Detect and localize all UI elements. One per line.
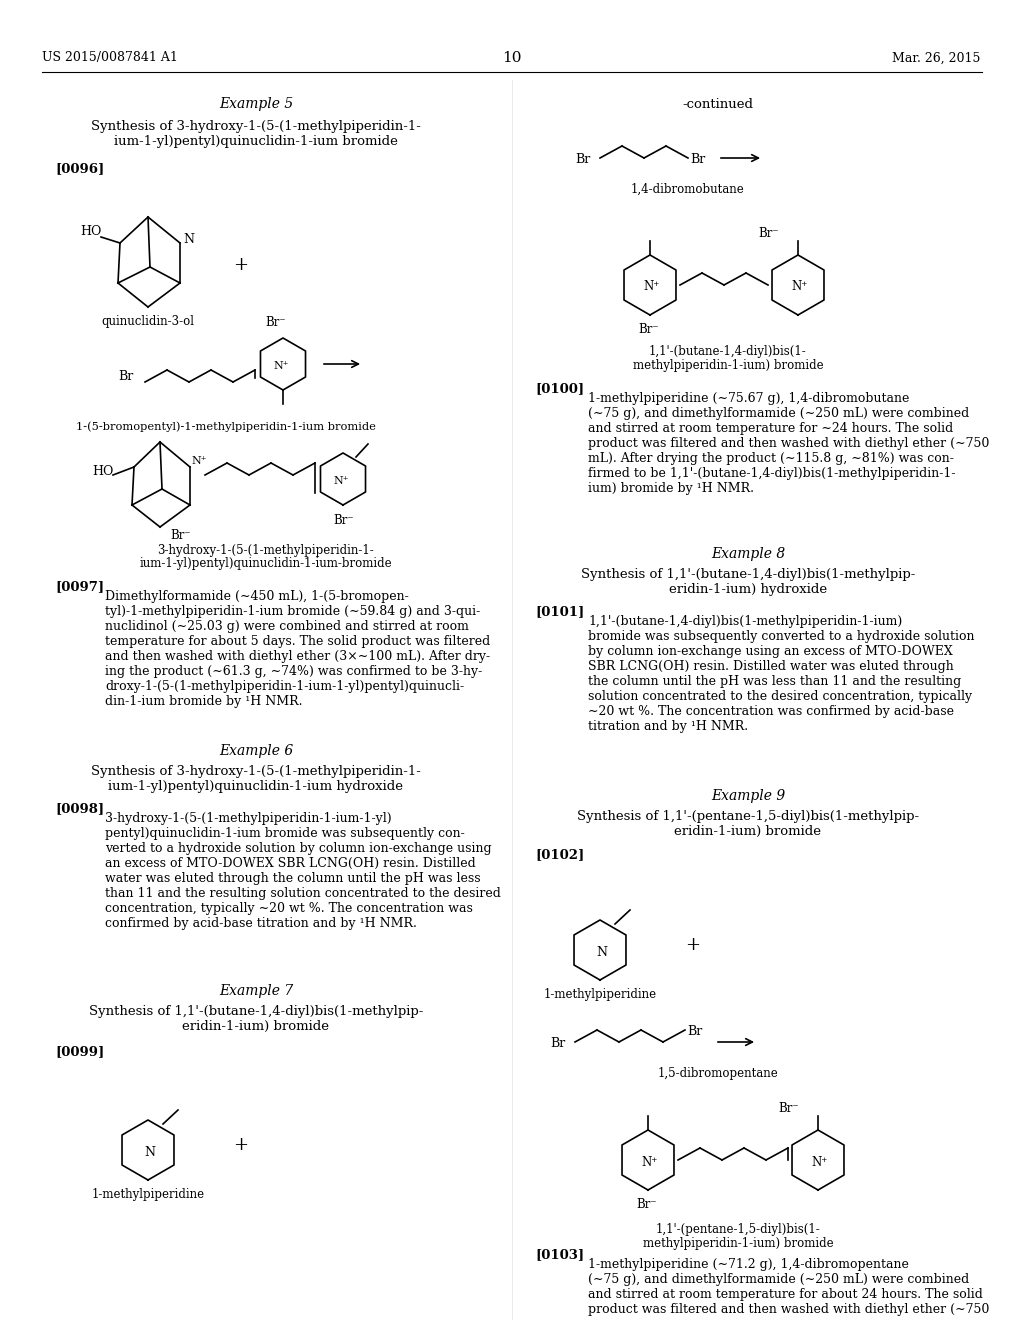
Text: N⁺: N⁺ — [191, 455, 207, 466]
Text: HO: HO — [92, 465, 114, 478]
Text: Br: Br — [687, 1026, 702, 1038]
Text: US 2015/0087841 A1: US 2015/0087841 A1 — [42, 51, 178, 65]
Text: Synthesis of 1,1'-(pentane-1,5-diyl)bis(1-methylpip-: Synthesis of 1,1'-(pentane-1,5-diyl)bis(… — [577, 810, 920, 822]
Text: 3-hydroxy-1-(5-(1-methylpiperidin-1-: 3-hydroxy-1-(5-(1-methylpiperidin-1- — [158, 544, 375, 557]
Text: eridin-1-ium) hydroxide: eridin-1-ium) hydroxide — [669, 583, 827, 597]
Text: eridin-1-ium) bromide: eridin-1-ium) bromide — [675, 825, 821, 838]
Text: N: N — [597, 945, 607, 958]
Text: Synthesis of 3-hydroxy-1-(5-(1-methylpiperidin-1-: Synthesis of 3-hydroxy-1-(5-(1-methylpip… — [91, 766, 421, 777]
Text: Dimethylformamide (∼450 mL), 1-(5-bromopen-
tyl)-1-methylpiperidin-1-ium bromide: Dimethylformamide (∼450 mL), 1-(5-bromop… — [105, 590, 490, 708]
Text: eridin-1-ium) bromide: eridin-1-ium) bromide — [182, 1020, 330, 1034]
Text: Br⁻: Br⁻ — [636, 1199, 656, 1210]
Text: [0097]: [0097] — [55, 579, 104, 593]
Text: [0096]: [0096] — [55, 162, 104, 176]
Text: [0103]: [0103] — [535, 1247, 584, 1261]
Text: 3-hydroxy-1-(5-(1-methylpiperidin-1-ium-1-yl)
pentyl)quinuclidin-1-ium bromide w: 3-hydroxy-1-(5-(1-methylpiperidin-1-ium-… — [105, 812, 501, 931]
Text: N⁺: N⁺ — [792, 281, 808, 293]
Text: [0098]: [0098] — [55, 803, 104, 814]
Text: 10: 10 — [502, 51, 522, 65]
Text: 1,1'-(butane-1,4-diyl)bis(1-: 1,1'-(butane-1,4-diyl)bis(1- — [649, 345, 807, 358]
Text: Br⁻: Br⁻ — [638, 323, 658, 337]
Text: [0099]: [0099] — [55, 1045, 104, 1059]
Text: 1-methylpiperidine: 1-methylpiperidine — [91, 1188, 205, 1201]
Text: Example 6: Example 6 — [219, 744, 293, 758]
Text: 1-methylpiperidine (∼75.67 g), 1,4-dibromobutane
(∼75 g), and dimethylformamide : 1-methylpiperidine (∼75.67 g), 1,4-dibro… — [588, 392, 989, 495]
Text: -continued: -continued — [683, 98, 754, 111]
Text: Br⁻: Br⁻ — [778, 1102, 799, 1115]
Text: [0100]: [0100] — [535, 381, 584, 395]
Text: N: N — [144, 1146, 156, 1159]
Text: 1-methylpiperidine (∼71.2 g), 1,4-dibromopentane
(∼75 g), and dimethylformamide : 1-methylpiperidine (∼71.2 g), 1,4-dibrom… — [588, 1258, 989, 1316]
Text: Synthesis of 1,1'-(butane-1,4-diyl)bis(1-methylpip-: Synthesis of 1,1'-(butane-1,4-diyl)bis(1… — [89, 1005, 423, 1018]
Text: HO: HO — [80, 224, 101, 238]
Text: ium-1-yl)pentyl)quinuclidin-1-ium bromide: ium-1-yl)pentyl)quinuclidin-1-ium bromid… — [114, 135, 398, 148]
Text: 1,1'-(butane-1,4-diyl)bis(1-methylpiperidin-1-ium)
bromide was subsequently conv: 1,1'-(butane-1,4-diyl)bis(1-methylpiperi… — [588, 615, 975, 733]
Text: Br: Br — [118, 370, 133, 383]
Text: methylpiperidin-1-ium) bromide: methylpiperidin-1-ium) bromide — [643, 1237, 834, 1250]
Text: methylpiperidin-1-ium) bromide: methylpiperidin-1-ium) bromide — [633, 359, 823, 372]
Text: 1,5-dibromopentane: 1,5-dibromopentane — [657, 1067, 778, 1080]
Text: 1,4-dibromobutane: 1,4-dibromobutane — [631, 183, 744, 195]
Text: N⁺: N⁺ — [812, 1155, 828, 1168]
Text: Br⁻: Br⁻ — [170, 529, 190, 543]
Text: 1-methylpiperidine: 1-methylpiperidine — [544, 987, 656, 1001]
Text: Br: Br — [690, 153, 706, 166]
Text: ium-1-yl)pentyl)quinuclidin-1-ium hydroxide: ium-1-yl)pentyl)quinuclidin-1-ium hydrox… — [109, 780, 403, 793]
Text: quinuclidin-3-ol: quinuclidin-3-ol — [101, 315, 195, 327]
Text: +: + — [233, 256, 248, 275]
Text: ium-1-yl)pentyl)quinuclidin-1-ium-bromide: ium-1-yl)pentyl)quinuclidin-1-ium-bromid… — [139, 557, 392, 570]
Text: [0102]: [0102] — [535, 847, 585, 861]
Text: Br: Br — [575, 153, 590, 166]
Text: Br: Br — [550, 1038, 565, 1049]
Text: N⁺: N⁺ — [333, 477, 349, 486]
Text: Example 9: Example 9 — [711, 789, 785, 803]
Text: Example 8: Example 8 — [711, 546, 785, 561]
Text: Synthesis of 3-hydroxy-1-(5-(1-methylpiperidin-1-: Synthesis of 3-hydroxy-1-(5-(1-methylpip… — [91, 120, 421, 133]
Text: Synthesis of 1,1'-(butane-1,4-diyl)bis(1-methylpip-: Synthesis of 1,1'-(butane-1,4-diyl)bis(1… — [581, 568, 915, 581]
Text: N⁺: N⁺ — [644, 281, 660, 293]
Text: Br⁻: Br⁻ — [265, 315, 286, 329]
Text: N⁺: N⁺ — [642, 1155, 658, 1168]
Text: Example 7: Example 7 — [219, 983, 293, 998]
Text: N⁺: N⁺ — [273, 360, 289, 371]
Text: +: + — [685, 936, 700, 954]
Text: Example 5: Example 5 — [219, 96, 293, 111]
Text: Br⁻: Br⁻ — [758, 227, 778, 240]
Text: +: + — [233, 1137, 248, 1154]
Text: Br⁻: Br⁻ — [333, 513, 353, 527]
Text: 1,1'-(pentane-1,5-diyl)bis(1-: 1,1'-(pentane-1,5-diyl)bis(1- — [655, 1224, 820, 1236]
Text: N: N — [183, 234, 194, 246]
Text: Mar. 26, 2015: Mar. 26, 2015 — [892, 51, 980, 65]
Text: 1-(5-bromopentyl)-1-methylpiperidin-1-ium bromide: 1-(5-bromopentyl)-1-methylpiperidin-1-iu… — [76, 421, 376, 432]
Text: [0101]: [0101] — [535, 605, 585, 618]
